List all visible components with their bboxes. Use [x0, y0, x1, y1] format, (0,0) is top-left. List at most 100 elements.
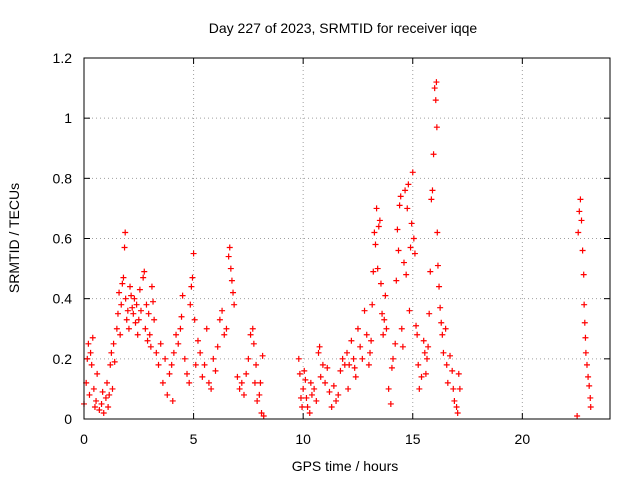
data-point [413, 322, 420, 329]
data-point [367, 349, 374, 356]
data-point [221, 331, 228, 338]
x-tick-label: 5 [190, 431, 198, 447]
data-point [245, 355, 252, 362]
data-point [328, 403, 335, 410]
data-point [420, 337, 427, 344]
data-point [110, 340, 117, 347]
data-point [122, 295, 129, 302]
data-point [230, 289, 237, 296]
data-point [127, 283, 134, 290]
data-point [394, 226, 401, 233]
data-point [118, 301, 125, 308]
data-point [335, 391, 342, 398]
data-point [254, 397, 261, 404]
data-point [359, 355, 366, 362]
data-point [368, 337, 375, 344]
data-point [387, 400, 394, 407]
data-point [250, 340, 257, 347]
data-point [100, 409, 107, 416]
data-point [228, 277, 235, 284]
data-point [443, 361, 450, 368]
data-point [299, 403, 306, 410]
data-point [453, 403, 460, 410]
data-point [425, 343, 432, 350]
data-point [404, 205, 411, 212]
data-point [94, 370, 101, 377]
data-point [205, 379, 212, 386]
data-point [399, 343, 406, 350]
data-point [418, 373, 425, 380]
data-point [350, 355, 357, 362]
data-point [219, 307, 226, 314]
data-point [379, 310, 386, 317]
data-point [434, 229, 441, 236]
data-point [231, 301, 238, 308]
data-point [147, 343, 154, 350]
data-point [433, 124, 440, 131]
data-point [181, 355, 188, 362]
data-point [586, 382, 593, 389]
data-point [238, 379, 245, 386]
data-point [381, 316, 388, 323]
data-point [197, 349, 204, 356]
data-point [455, 370, 462, 377]
data-point [444, 379, 451, 386]
data-point [400, 259, 407, 266]
data-point [403, 271, 410, 278]
data-point [166, 370, 173, 377]
data-point [247, 331, 254, 338]
data-point [188, 283, 195, 290]
data-point [186, 379, 193, 386]
data-point [382, 292, 389, 299]
data-point [579, 247, 586, 254]
data-point [390, 355, 397, 362]
plot-frame [83, 57, 611, 420]
data-point [352, 373, 359, 380]
data-point [184, 370, 191, 377]
data-point [190, 250, 197, 257]
data-point [436, 283, 443, 290]
data-point [145, 310, 152, 317]
data-point [116, 289, 123, 296]
data-point [98, 400, 105, 407]
data-point [105, 403, 112, 410]
data-point [365, 361, 372, 368]
data-point [307, 379, 314, 386]
data-point [339, 355, 346, 362]
data-point [141, 268, 148, 275]
data-point [377, 280, 384, 287]
data-point [363, 331, 370, 338]
data-point [192, 361, 199, 368]
data-point [410, 235, 417, 242]
y-tick-label: 1 [64, 110, 72, 126]
data-point [315, 349, 322, 356]
data-point [243, 370, 250, 377]
data-point [414, 331, 421, 338]
data-point [84, 355, 91, 362]
data-point [395, 247, 402, 254]
data-point [122, 229, 129, 236]
data-point [257, 379, 264, 386]
data-point [385, 385, 392, 392]
data-point [580, 271, 587, 278]
data-point [409, 169, 416, 176]
data-points [81, 79, 594, 419]
data-point [428, 196, 435, 203]
data-point [434, 262, 441, 269]
y-tick-label: 0.8 [53, 170, 73, 186]
data-point [380, 331, 387, 338]
data-point [226, 244, 233, 251]
data-point [397, 193, 404, 200]
data-point [144, 337, 151, 344]
data-point [89, 334, 96, 341]
data-point [415, 361, 422, 368]
data-point [119, 280, 126, 287]
data-point [113, 325, 120, 332]
data-point [191, 316, 198, 323]
data-point [173, 331, 180, 338]
data-point [405, 181, 412, 188]
data-point [104, 379, 111, 386]
data-point [427, 268, 434, 275]
data-point [225, 253, 232, 260]
data-point [333, 397, 340, 404]
